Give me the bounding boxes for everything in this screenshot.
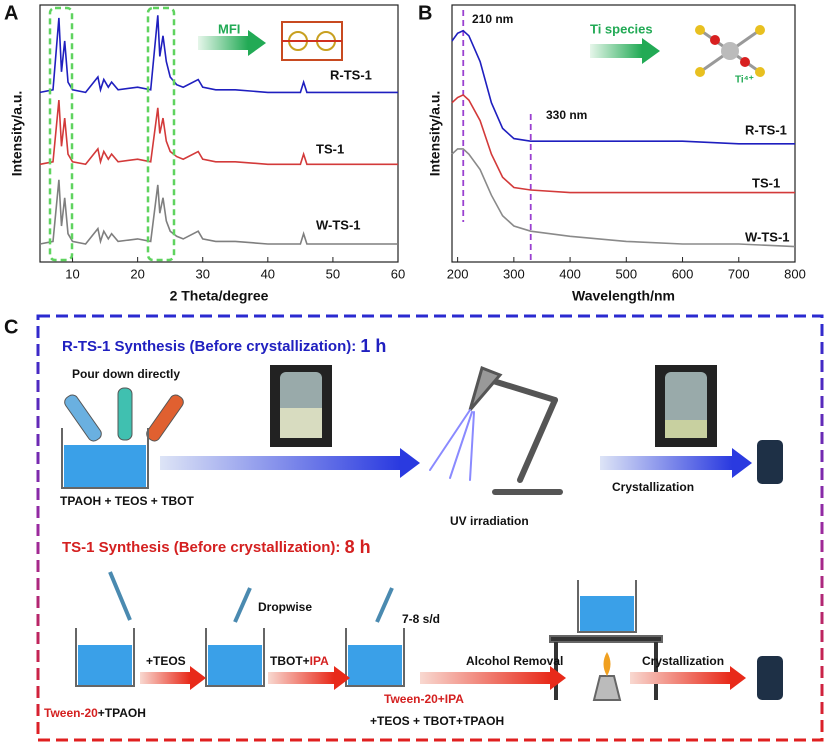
mfi-structure <box>281 21 343 61</box>
vial <box>655 365 717 447</box>
plot-frame <box>451 4 796 263</box>
series-line <box>39 100 398 166</box>
ti-species <box>695 25 765 77</box>
arrow <box>248 30 266 56</box>
arrow <box>732 448 752 478</box>
label: UV irradiation <box>450 514 529 528</box>
arrow <box>140 672 190 684</box>
arrow <box>630 672 730 684</box>
heading-text: R-TS-1 Synthesis (Before crystallization… <box>62 338 356 355</box>
series-label: TS-1 <box>752 175 780 190</box>
label: Pour down directly <box>72 367 180 381</box>
x-tick-label: 800 <box>784 266 806 281</box>
arrow <box>334 666 350 690</box>
x-tick-label: 60 <box>391 266 405 281</box>
series-line <box>39 179 398 245</box>
time: 8 h <box>345 537 371 557</box>
x-tick-label: 20 <box>130 266 144 281</box>
x-tick-label: 300 <box>503 266 525 281</box>
time: 1 h <box>360 336 386 356</box>
arrow <box>268 672 334 684</box>
heading: R-TS-1 Synthesis (Before crystallization… <box>62 336 386 356</box>
label: Crystallization <box>612 480 694 494</box>
frame <box>36 314 824 742</box>
x-tick-label: 400 <box>559 266 581 281</box>
label: Crystallization <box>642 654 724 668</box>
series-line <box>39 15 398 94</box>
autoclave <box>757 656 783 700</box>
series-label: TS-1 <box>316 141 344 156</box>
label-part: IPA <box>310 654 329 668</box>
label: Alcohol Removal <box>466 654 563 668</box>
label: TBOT+IPA <box>270 654 329 668</box>
label: Tween-20+TPAOH <box>44 706 146 720</box>
x-axis-label: 2 Theta/degree <box>170 288 269 304</box>
charts: 10 20 30 40 50 60 2 Theta/degree Intensity/a.u.… <box>9 4 806 304</box>
label: Dropwise <box>258 600 312 614</box>
label-part: TBOT+ <box>270 654 310 668</box>
arrow <box>550 666 566 690</box>
uv-lamp <box>429 366 563 495</box>
annotation: MFI <box>218 21 240 36</box>
x-tick-label: 50 <box>326 266 340 281</box>
beakers <box>75 571 663 701</box>
arrow <box>730 666 746 690</box>
arrow <box>160 456 400 470</box>
arrow <box>642 38 660 64</box>
series-line <box>451 148 796 248</box>
label: TPAOH + TEOS + TBOT <box>60 494 194 508</box>
y-axis-label: Intensity/a.u. <box>9 91 25 177</box>
y-axis-label: Intensity/a.u. <box>427 91 443 177</box>
x-tick-label: 30 <box>195 266 209 281</box>
annotation: 210 nm <box>472 12 513 26</box>
arrow <box>590 44 642 58</box>
tubes <box>64 387 184 442</box>
annotation: Ti species <box>590 21 653 36</box>
arrow <box>190 666 206 690</box>
x-axis-label: Wavelength/nm <box>572 288 675 304</box>
heading: TS-1 Synthesis (Before crystallization):… <box>62 537 371 557</box>
x-tick-label: 200 <box>447 266 469 281</box>
label-part: +TPAOH <box>98 706 146 720</box>
arrow <box>198 36 248 50</box>
panel-label: C <box>4 316 18 338</box>
label: 7-8 s/d <box>402 612 440 626</box>
panel-label: A <box>4 2 18 24</box>
beaker <box>61 428 149 489</box>
series-label: R-TS-1 <box>745 122 787 137</box>
annotation: Ti⁴⁺ <box>735 75 754 86</box>
series-label: W-TS-1 <box>745 229 790 244</box>
label: +TEOS <box>146 654 186 668</box>
panel-label: B <box>418 2 432 24</box>
heading-text: TS-1 Synthesis (Before crystallization): <box>62 539 340 556</box>
vial <box>270 365 332 447</box>
autoclave <box>757 440 783 484</box>
highlight-box <box>48 6 74 262</box>
arrow <box>400 448 420 478</box>
x-tick-label: 40 <box>261 266 275 281</box>
label: Tween-20+IPA <box>384 692 464 706</box>
plot-frame <box>39 4 399 263</box>
series-label: R-TS-1 <box>330 67 372 82</box>
x-tick-label: 600 <box>672 266 694 281</box>
x-tick-label: 10 <box>65 266 79 281</box>
annotation: 330 nm <box>546 108 587 122</box>
label: +TEOS + TBOT+TPAOH <box>370 714 504 728</box>
arrow <box>420 672 550 684</box>
series-line <box>451 29 795 145</box>
arrow <box>600 456 732 470</box>
x-tick-label: 700 <box>728 266 750 281</box>
series-line <box>451 93 795 194</box>
series-label: W-TS-1 <box>316 217 361 232</box>
x-tick-label: 500 <box>615 266 637 281</box>
highlight-box <box>146 6 176 262</box>
label-part: Tween-20 <box>44 706 98 720</box>
